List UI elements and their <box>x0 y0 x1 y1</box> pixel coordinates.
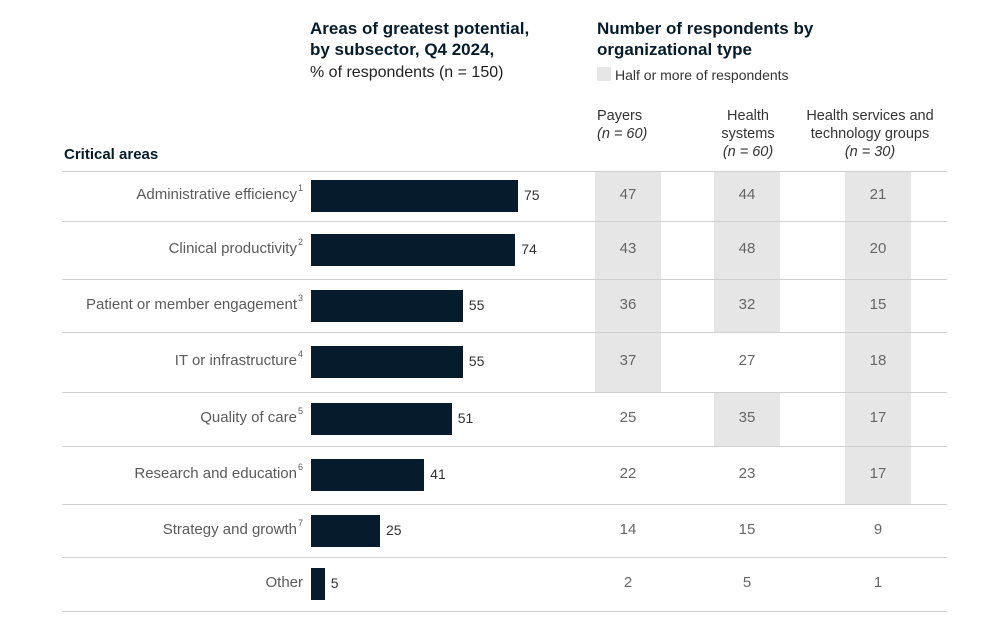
footnote-marker: 4 <box>297 349 303 359</box>
table-cell: 5 <box>742 574 752 591</box>
row-label: IT or infrastructure4 <box>174 349 303 369</box>
bar-value-label: 25 <box>386 521 402 538</box>
legend-swatch <box>597 67 611 81</box>
table-cell: 25 <box>619 409 637 426</box>
row-label: Other <box>265 574 303 591</box>
table-cell: 47 <box>619 186 637 203</box>
row-label-text: Quality of care <box>200 409 297 426</box>
bar-value-label: 41 <box>430 466 446 482</box>
row-divider <box>62 504 947 505</box>
bar-value-label: 55 <box>468 296 485 313</box>
footnote-marker: 6 <box>297 462 303 472</box>
column-header-health-systems: Health systems (n = 60) <box>700 107 796 161</box>
highlight-band <box>595 172 661 392</box>
row-divider <box>62 171 947 172</box>
row-label: Clinical productivity2 <box>168 237 303 257</box>
table-cell: 43 <box>619 240 637 257</box>
row-label-text: Strategy and growth <box>162 520 297 538</box>
row-label: Research and education6 <box>134 462 303 482</box>
row-label: Administrative efficiency1 <box>136 183 303 203</box>
column-header-name: Health services and <box>806 108 934 124</box>
column-header-name: technology groups <box>810 126 930 142</box>
row-label-text: Administrative efficiency <box>136 186 297 203</box>
row-header-critical-areas: Critical areas <box>64 146 159 163</box>
table-cell: 20 <box>869 240 887 257</box>
column-header-payers: Payers (n = 60) <box>597 107 647 143</box>
chart-subtitle: % of respondents (n = 150) <box>310 64 504 81</box>
bar <box>311 234 516 266</box>
table-cell: 44 <box>738 186 756 203</box>
row-divider <box>62 446 947 447</box>
row-divider <box>62 392 947 393</box>
bar <box>311 568 325 600</box>
column-header-name: systems <box>721 126 775 142</box>
row-divider <box>62 332 947 333</box>
table-cell: 17 <box>869 409 887 426</box>
table-cell: 15 <box>738 520 756 538</box>
table-cell: 35 <box>738 409 756 426</box>
footnote-marker: 5 <box>297 406 303 416</box>
chart-title-line-2: by subsector, Q4 2024, <box>310 40 495 59</box>
row-label: Strategy and growth7 <box>162 517 303 538</box>
highlight-band <box>714 393 780 446</box>
table-cell: 18 <box>869 352 887 369</box>
highlight-band <box>714 172 780 332</box>
bar-value-label: 51 <box>457 410 474 426</box>
bar-value-label: 74 <box>521 241 537 257</box>
table-title-line-1: Number of respondents by <box>597 19 814 38</box>
table-cell: 23 <box>738 465 756 482</box>
bar <box>311 346 463 378</box>
footnote-marker: 2 <box>297 237 303 247</box>
table-cell: 37 <box>619 352 637 369</box>
column-header-health-services: Health services and technology groups (n… <box>790 107 950 161</box>
column-header-n: (n = 30) <box>844 144 896 160</box>
table-cell: 1 <box>873 574 883 591</box>
row-label: Patient or member engagement3 <box>86 292 303 313</box>
column-header-name: Payers <box>597 108 643 124</box>
bar <box>311 459 425 491</box>
legend-label: Half or more of respondents <box>615 67 789 83</box>
bar-value-label: 75 <box>524 187 540 203</box>
row-label-text: Research and education <box>134 465 297 482</box>
table-cell: 36 <box>619 295 637 313</box>
row-label-text: Other <box>265 574 303 591</box>
row-label-text: IT or infrastructure <box>174 352 297 369</box>
row-divider <box>62 279 947 280</box>
column-header-name: Health <box>727 108 769 124</box>
chart-title: Areas of greatest potential, by subsecto… <box>310 18 529 60</box>
bar-value-label: 5 <box>330 575 339 591</box>
column-header-n: (n = 60) <box>597 126 648 142</box>
table-cell: 21 <box>869 186 887 203</box>
bar <box>311 180 518 212</box>
row-divider <box>62 221 947 222</box>
table-cell: 9 <box>873 520 883 538</box>
table-title-line-2: organizational type <box>597 40 752 59</box>
row-divider <box>62 557 947 558</box>
footnote-marker: 1 <box>297 183 303 193</box>
table-cell: 48 <box>738 240 756 257</box>
footnote-marker: 7 <box>297 517 303 528</box>
table-cell: 17 <box>869 465 887 482</box>
table-cell: 27 <box>738 352 756 369</box>
footnote-marker: 3 <box>297 292 303 303</box>
table-cell: 2 <box>623 574 633 591</box>
bar <box>311 289 463 322</box>
table-title: Number of respondents by organizational … <box>597 18 813 60</box>
highlight-band <box>845 172 911 504</box>
row-label: Quality of care5 <box>200 406 303 426</box>
row-label-text: Clinical productivity <box>168 240 297 257</box>
bar <box>311 514 380 547</box>
table-cell: 22 <box>619 465 637 482</box>
chart-title-line-1: Areas of greatest potential, <box>310 19 530 38</box>
bar <box>311 403 452 435</box>
column-header-n: (n = 60) <box>722 144 774 160</box>
table-cell: 32 <box>738 295 756 313</box>
row-label-text: Patient or member engagement <box>86 295 297 313</box>
row-divider <box>62 611 947 612</box>
table-cell: 15 <box>869 295 887 313</box>
bar-value-label: 55 <box>468 353 485 369</box>
table-cell: 14 <box>619 520 637 538</box>
